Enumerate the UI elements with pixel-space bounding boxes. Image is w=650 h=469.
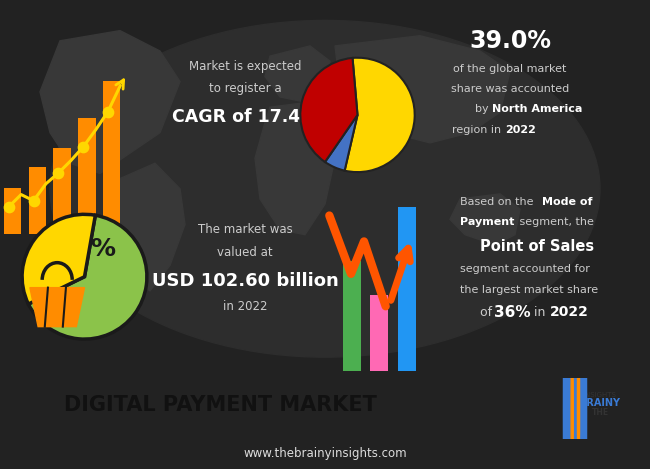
Text: %: % bbox=[91, 237, 116, 261]
Text: Payment: Payment bbox=[460, 218, 514, 227]
Text: region in: region in bbox=[452, 125, 505, 135]
Text: of: of bbox=[480, 306, 496, 319]
Wedge shape bbox=[29, 215, 147, 339]
Wedge shape bbox=[325, 115, 358, 171]
Point bbox=[103, 108, 113, 115]
Polygon shape bbox=[265, 46, 330, 102]
Bar bbox=[29, 167, 46, 234]
Circle shape bbox=[583, 302, 586, 469]
Text: DIGITAL PAYMENT MARKET: DIGITAL PAYMENT MARKET bbox=[64, 395, 376, 415]
Bar bbox=[103, 81, 120, 234]
Text: valued at: valued at bbox=[217, 246, 273, 258]
Text: Point of Sales: Point of Sales bbox=[480, 240, 594, 255]
Text: by: by bbox=[475, 104, 492, 114]
Circle shape bbox=[569, 79, 580, 469]
Bar bbox=[4, 189, 21, 234]
Text: 39.0%: 39.0% bbox=[469, 29, 551, 53]
Bar bbox=[78, 118, 96, 234]
Text: North America: North America bbox=[492, 104, 582, 114]
Text: segment, the: segment, the bbox=[516, 218, 594, 227]
Text: of the global market: of the global market bbox=[453, 64, 567, 75]
Bar bbox=[398, 207, 416, 371]
Polygon shape bbox=[30, 287, 84, 326]
Bar bbox=[53, 149, 71, 234]
Bar bbox=[343, 261, 361, 371]
Circle shape bbox=[571, 345, 573, 469]
Point bbox=[78, 143, 88, 151]
Text: Mode of: Mode of bbox=[542, 197, 593, 207]
Wedge shape bbox=[300, 58, 358, 162]
Text: 36%: 36% bbox=[494, 305, 530, 320]
Point bbox=[53, 169, 64, 177]
Circle shape bbox=[577, 340, 580, 469]
Polygon shape bbox=[40, 30, 180, 174]
Polygon shape bbox=[450, 194, 520, 245]
Text: in 2022: in 2022 bbox=[223, 300, 267, 313]
Wedge shape bbox=[22, 214, 96, 304]
Circle shape bbox=[565, 270, 569, 469]
Circle shape bbox=[580, 270, 585, 469]
Text: 2022: 2022 bbox=[550, 305, 589, 319]
Circle shape bbox=[573, 287, 577, 469]
Text: share was accounted: share was accounted bbox=[451, 84, 569, 94]
Text: Market is expected: Market is expected bbox=[188, 60, 301, 73]
Text: BRAINY: BRAINY bbox=[580, 398, 621, 408]
Polygon shape bbox=[335, 36, 510, 143]
Text: INSIGHTS: INSIGHTS bbox=[584, 392, 616, 398]
Text: the largest market share: the largest market share bbox=[460, 285, 598, 295]
Circle shape bbox=[564, 302, 567, 469]
Point bbox=[3, 203, 14, 211]
Polygon shape bbox=[105, 163, 185, 291]
Text: THE: THE bbox=[592, 408, 608, 417]
Text: segment accounted for: segment accounted for bbox=[460, 265, 590, 274]
Text: CAGR of 17.4%: CAGR of 17.4% bbox=[172, 108, 318, 126]
Ellipse shape bbox=[50, 21, 600, 357]
Text: in: in bbox=[530, 306, 549, 319]
Point bbox=[29, 197, 39, 204]
Text: www.thebrainyinsights.com: www.thebrainyinsights.com bbox=[243, 447, 407, 460]
Text: 2022: 2022 bbox=[505, 125, 536, 135]
Wedge shape bbox=[344, 58, 415, 172]
Text: to register a: to register a bbox=[209, 82, 281, 95]
Text: The market was: The market was bbox=[198, 223, 292, 236]
Text: Based on the: Based on the bbox=[460, 197, 537, 207]
Bar bbox=[370, 295, 389, 371]
Text: USD 102.60 billion: USD 102.60 billion bbox=[151, 272, 339, 290]
Polygon shape bbox=[255, 102, 335, 234]
